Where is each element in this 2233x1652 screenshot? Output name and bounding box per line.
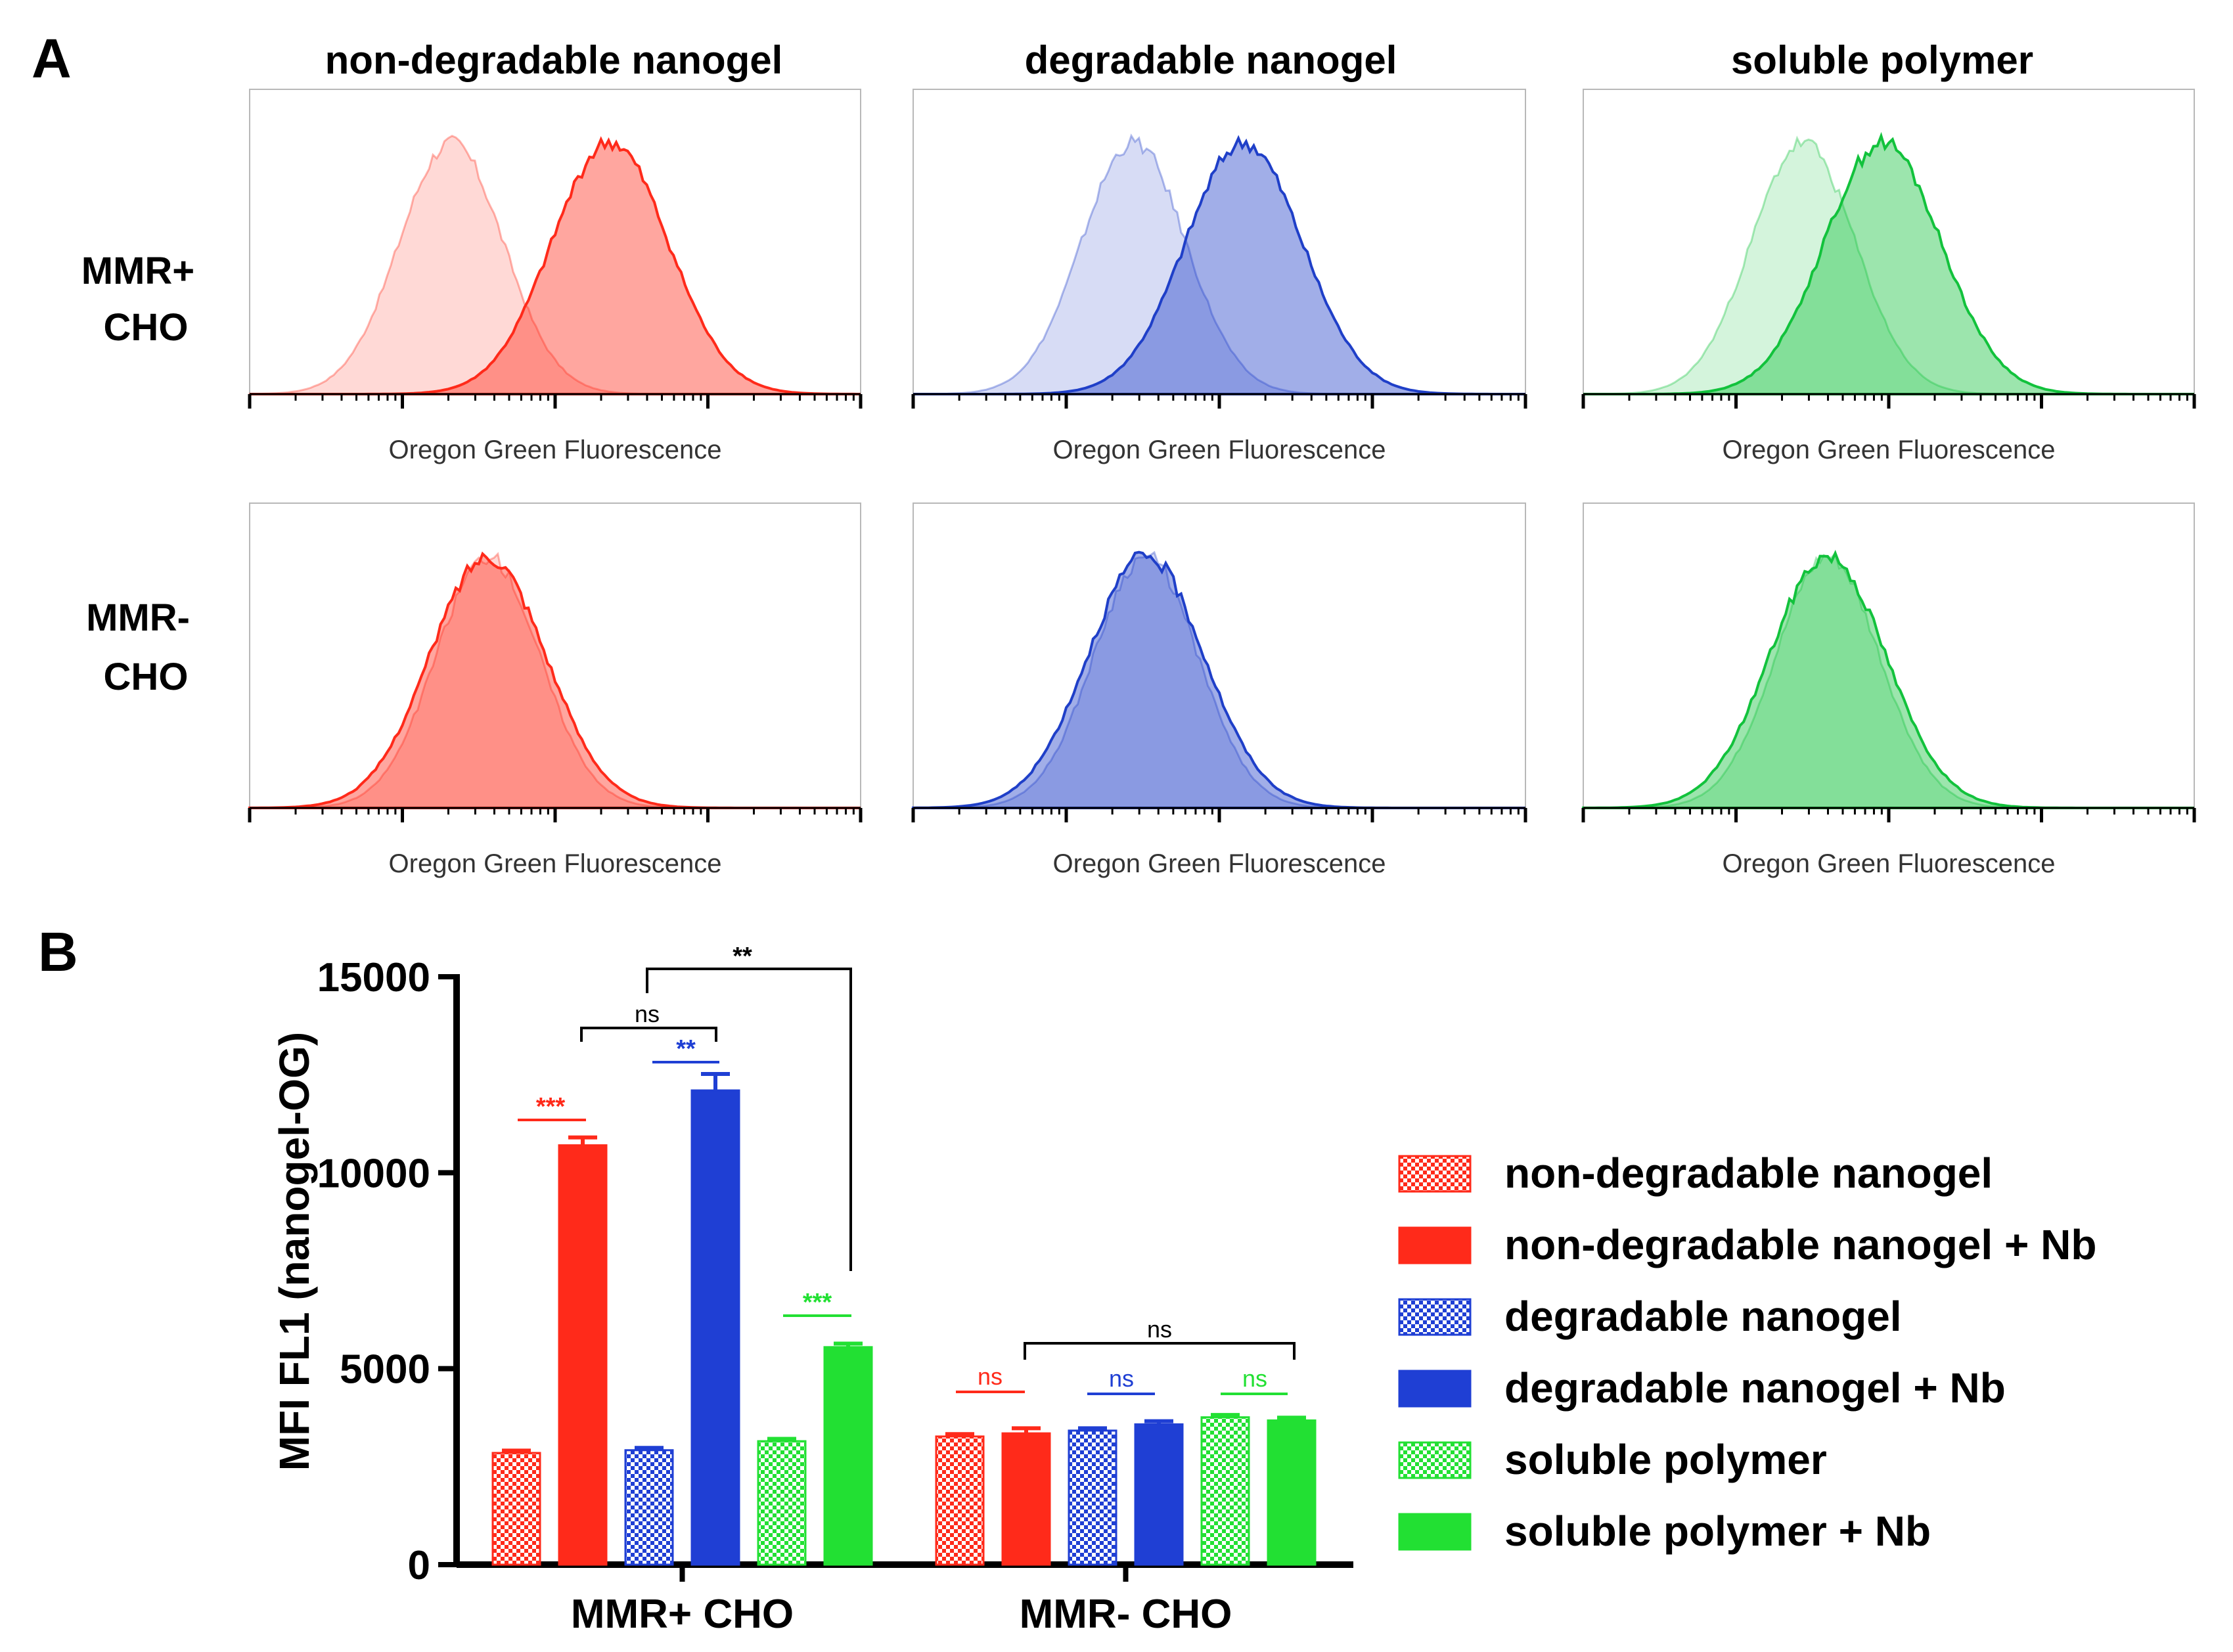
column-title-degradable: degradable nanogel xyxy=(1025,38,1397,82)
row-label-mmr-neg-line2: CHO xyxy=(104,656,189,698)
histogram-panel: Oregon Green Fluorescence xyxy=(1581,502,2196,878)
legend-label: soluble polymer xyxy=(1504,1436,1827,1483)
bracket-top xyxy=(646,968,852,1271)
bar xyxy=(823,1346,873,1566)
sig-mmrneg-nondeg: ns xyxy=(978,1363,1003,1390)
bar xyxy=(558,1144,608,1566)
legend-swatch xyxy=(1398,1370,1472,1408)
bar xyxy=(1134,1423,1184,1566)
histogram-panel: Oregon Green Fluorescence xyxy=(911,502,1527,878)
legend-label: non-degradable nanogel xyxy=(1504,1150,1993,1197)
sig-mmrneg-deg: ns xyxy=(1109,1365,1134,1392)
sig-mmrneg-sol: ns xyxy=(1242,1365,1267,1392)
bar xyxy=(757,1440,807,1566)
sig-mid: ns xyxy=(635,1000,660,1027)
bar xyxy=(1001,1432,1051,1566)
y-tick-label: 0 xyxy=(408,1543,430,1588)
histogram-axis-label: Oregon Green Fluorescence xyxy=(389,849,722,878)
y-tick-label: 15000 xyxy=(317,955,430,1000)
sig-mmrneg: ns xyxy=(1147,1316,1172,1343)
sig-sol-pair: *** xyxy=(803,1289,832,1316)
bracket-mmrneg xyxy=(1024,1342,1296,1360)
bar xyxy=(1267,1419,1317,1566)
legend-swatch xyxy=(1398,1513,1472,1551)
histogram-panel: Oregon Green Fluorescence xyxy=(911,89,1527,464)
histogram-frame xyxy=(913,502,1526,809)
panel-b-label: B xyxy=(38,921,78,983)
histogram-panel: Oregon Green Fluorescence xyxy=(248,502,863,878)
histogram-frame xyxy=(1583,89,2195,395)
bar xyxy=(491,1452,541,1566)
bar xyxy=(1200,1416,1250,1566)
y-tick-label: 10000 xyxy=(317,1151,430,1196)
sig-deg-pair: ** xyxy=(676,1035,696,1063)
legend-swatch xyxy=(1398,1441,1472,1479)
legend-label: non-degradable nanogel + Nb xyxy=(1504,1221,2096,1268)
sig-top: ** xyxy=(733,943,752,970)
histogram-frame xyxy=(249,89,861,395)
legend-label: degradable nanogel xyxy=(1504,1293,1902,1340)
histogram-frame xyxy=(249,502,861,809)
significance-annotations: ** ns *** ** *** ns ns ns ns xyxy=(518,943,1296,1395)
panel-a-label: A xyxy=(32,28,72,89)
legend-label: degradable nanogel + Nb xyxy=(1504,1364,2006,1412)
histogram-axis-label: Oregon Green Fluorescence xyxy=(389,435,722,464)
legend: non-degradable nanogel non-degradable nan… xyxy=(1398,1150,2096,1555)
bar xyxy=(935,1435,985,1566)
histogram-panel: Oregon Green Fluorescence xyxy=(248,89,863,464)
bar xyxy=(624,1449,674,1566)
bar xyxy=(690,1089,740,1566)
histogram-frame xyxy=(913,89,1526,395)
histogram-grid: Oregon Green Fluorescence Oregon Green Fl… xyxy=(248,89,2196,878)
legend-swatch xyxy=(1398,1298,1472,1336)
legend-swatch xyxy=(1398,1155,1472,1193)
y-tick-label: 5000 xyxy=(340,1347,430,1393)
histogram-axis-label: Oregon Green Fluorescence xyxy=(1053,435,1386,464)
legend-swatch xyxy=(1398,1226,1472,1264)
histogram-axis-label: Oregon Green Fluorescence xyxy=(1723,435,2056,464)
histogram-frame xyxy=(1583,502,2195,809)
y-axis-label: MFI FL1 (nanogel-OG) xyxy=(271,1032,318,1471)
column-title-non-degradable: non-degradable nanogel xyxy=(325,38,783,82)
legend-label: soluble polymer + Nb xyxy=(1504,1507,1931,1555)
histogram-axis-label: Oregon Green Fluorescence xyxy=(1723,849,2056,878)
sig-nondeg-pair: *** xyxy=(536,1093,566,1121)
row-label-mmr-pos-line2: CHO xyxy=(104,306,189,349)
x-tick-label: MMR+ CHO xyxy=(571,1592,794,1637)
bracket-mid xyxy=(580,1027,717,1042)
column-title-soluble: soluble polymer xyxy=(1731,38,2033,82)
row-label-mmr-pos-line1: MMR+ xyxy=(81,250,194,292)
bar-chart: 0 5000 10000 15000 MMR+ CHO MMR- CHO xyxy=(317,955,1353,1637)
row-label-mmr-neg-line1: MMR- xyxy=(86,596,190,639)
histogram-panel: Oregon Green Fluorescence xyxy=(1581,89,2196,464)
histogram-axis-label: Oregon Green Fluorescence xyxy=(1053,849,1386,878)
x-tick-label: MMR- CHO xyxy=(1020,1592,1232,1637)
bar xyxy=(1068,1429,1117,1566)
